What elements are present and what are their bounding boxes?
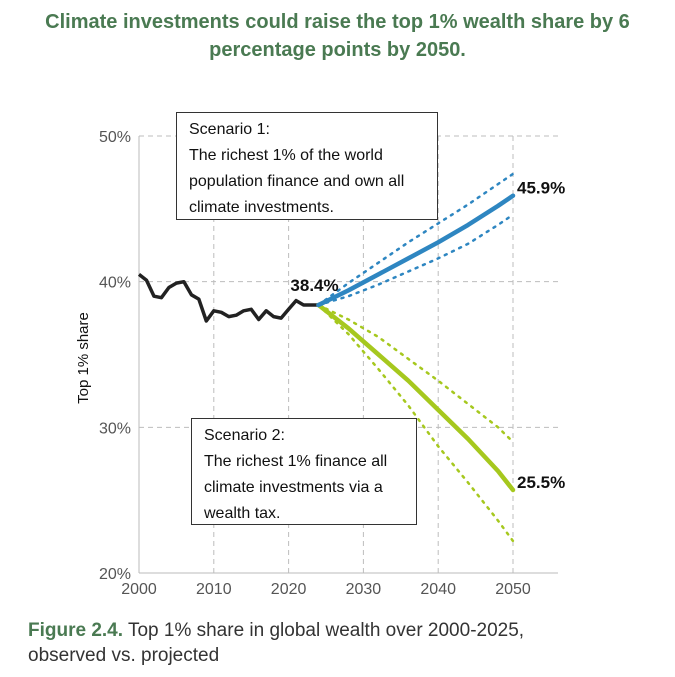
caption-text-2: observed vs. projected (28, 645, 220, 666)
y-tick-label: 20% (99, 566, 131, 583)
scenario-1-line-2: The richest 1% of the world (189, 147, 383, 164)
chart-title: Climate investments could raise the top … (0, 8, 675, 64)
x-tick-label: 2050 (495, 581, 531, 598)
start-value-label: 38.4% (290, 276, 338, 295)
scenario-1-line-4: climate investments. (189, 199, 334, 216)
caption-text-1: Top 1% share in global wealth over 2000-… (123, 620, 525, 641)
projection-bands (317, 172, 515, 543)
data-labels: 38.4% 45.9% 25.5% (290, 179, 565, 492)
scenario-1-lower-bound (317, 213, 515, 307)
x-tick-label: 2040 (420, 581, 456, 598)
scenario-2-line-3: climate investments via a (204, 479, 383, 496)
scenario-1-end-label: 45.9% (517, 179, 565, 198)
scenario-1-upper-bound (317, 172, 515, 307)
series-lines (137, 193, 516, 493)
scenario-2-end-label: 25.5% (517, 473, 565, 492)
chart-axes: 20% 30% 40% 50% 2000 2010 2020 2030 2040 2050 (99, 129, 558, 598)
y-tick-label: 40% (99, 275, 131, 292)
x-tick-label: 2030 (346, 581, 382, 598)
x-tick-label: 2020 (271, 581, 307, 598)
x-tick-label: 2000 (121, 581, 157, 598)
chart-title-line-2: percentage points by 2050. (209, 39, 466, 61)
scenario-2-annotation: Scenario 2: The richest 1% finance all c… (191, 418, 417, 525)
scenario-2-line-1: Scenario 2: (204, 427, 285, 444)
scenario-1-annotation: Scenario 1: The richest 1% of the world … (176, 112, 438, 220)
scenario-2-line (316, 302, 516, 493)
x-tick-label: 2010 (196, 581, 232, 598)
scenario-1-line-3: population finance and own all (189, 173, 405, 190)
scenario-2-upper-bound (317, 303, 515, 444)
scenario-2-line-4: wealth tax. (204, 505, 281, 522)
y-tick-label: 30% (99, 420, 131, 437)
observed-line (137, 273, 319, 323)
scenario-2-line-2: The richest 1% finance all (204, 453, 388, 470)
y-tick-label: 50% (99, 129, 131, 146)
figure-caption: Figure 2.4. Top 1% share in global wealt… (28, 618, 658, 668)
scenario-2-lower-bound (317, 303, 515, 543)
y-axis-label: Top 1% share (75, 312, 92, 404)
scenario-1-line (316, 193, 516, 308)
chart-title-line-1: Climate investments could raise the top … (45, 11, 630, 33)
scenario-1-line-1: Scenario 1: (189, 121, 270, 138)
figure-number: Figure 2.4. (28, 620, 124, 641)
